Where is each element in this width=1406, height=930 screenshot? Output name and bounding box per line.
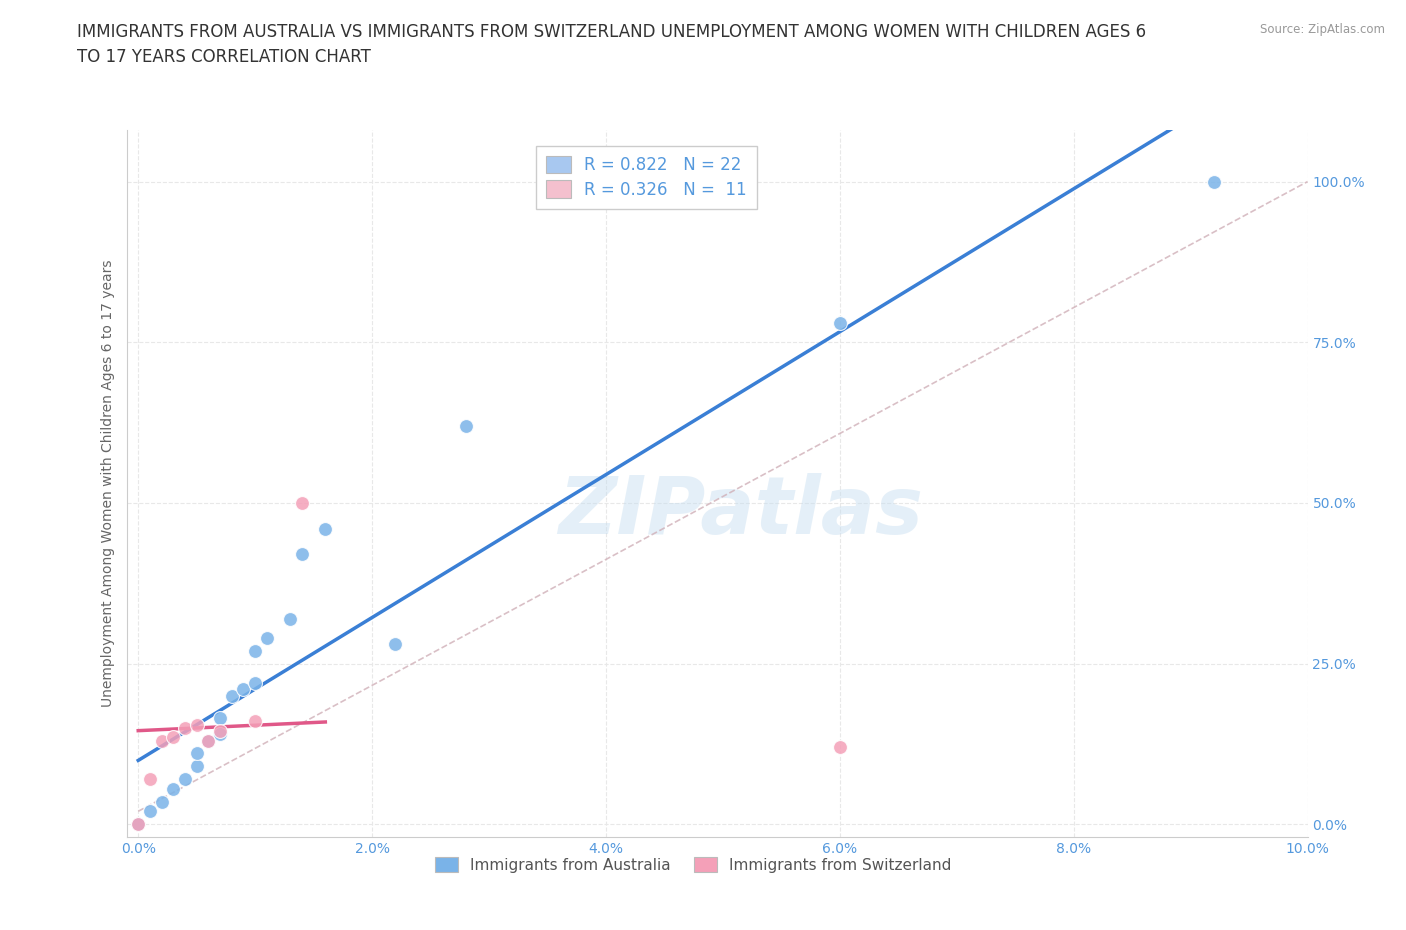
Point — [197, 733, 219, 748]
Text: IMMIGRANTS FROM AUSTRALIA VS IMMIGRANTS FROM SWITZERLAND UNEMPLOYMENT AMONG WOME: IMMIGRANTS FROM AUSTRALIA VS IMMIGRANTS … — [77, 23, 1146, 66]
Point — [243, 644, 266, 658]
Point — [256, 631, 278, 645]
Point — [828, 739, 851, 754]
Point — [197, 733, 219, 748]
Point — [127, 817, 149, 831]
Point — [291, 496, 314, 511]
Point — [232, 682, 254, 697]
Point — [139, 804, 162, 818]
Point — [186, 717, 208, 732]
Text: ZIPatlas: ZIPatlas — [558, 472, 924, 551]
Legend: Immigrants from Australia, Immigrants from Switzerland: Immigrants from Australia, Immigrants fr… — [429, 851, 957, 879]
Point — [162, 781, 184, 796]
Point — [384, 637, 406, 652]
Point — [162, 730, 184, 745]
Point — [243, 714, 266, 729]
Point — [150, 733, 173, 748]
Point — [186, 746, 208, 761]
Point — [150, 794, 173, 809]
Point — [174, 721, 197, 736]
Point — [139, 772, 162, 787]
Point — [243, 675, 266, 690]
Point — [186, 759, 208, 774]
Point — [127, 817, 149, 831]
Point — [828, 315, 851, 330]
Point — [1202, 174, 1225, 189]
Point — [454, 418, 477, 433]
Point — [174, 772, 197, 787]
Point — [278, 611, 301, 626]
Point — [291, 547, 314, 562]
Text: Source: ZipAtlas.com: Source: ZipAtlas.com — [1260, 23, 1385, 36]
Point — [221, 688, 243, 703]
Y-axis label: Unemployment Among Women with Children Ages 6 to 17 years: Unemployment Among Women with Children A… — [101, 259, 115, 708]
Point — [209, 726, 232, 741]
Point — [209, 711, 232, 725]
Point — [314, 521, 336, 536]
Point — [209, 724, 232, 738]
